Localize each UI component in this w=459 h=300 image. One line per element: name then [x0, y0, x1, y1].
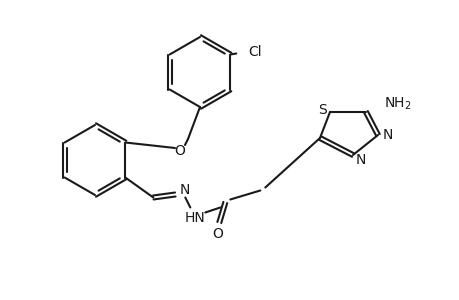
Text: NH$_2$: NH$_2$ — [383, 96, 411, 112]
Text: Cl: Cl — [248, 44, 261, 58]
Text: O: O — [212, 227, 222, 242]
Text: HN: HN — [185, 211, 205, 224]
Text: N: N — [382, 128, 392, 142]
Text: N: N — [355, 153, 365, 167]
Text: S: S — [318, 103, 327, 117]
Text: O: O — [174, 144, 185, 158]
Text: N: N — [180, 182, 190, 197]
